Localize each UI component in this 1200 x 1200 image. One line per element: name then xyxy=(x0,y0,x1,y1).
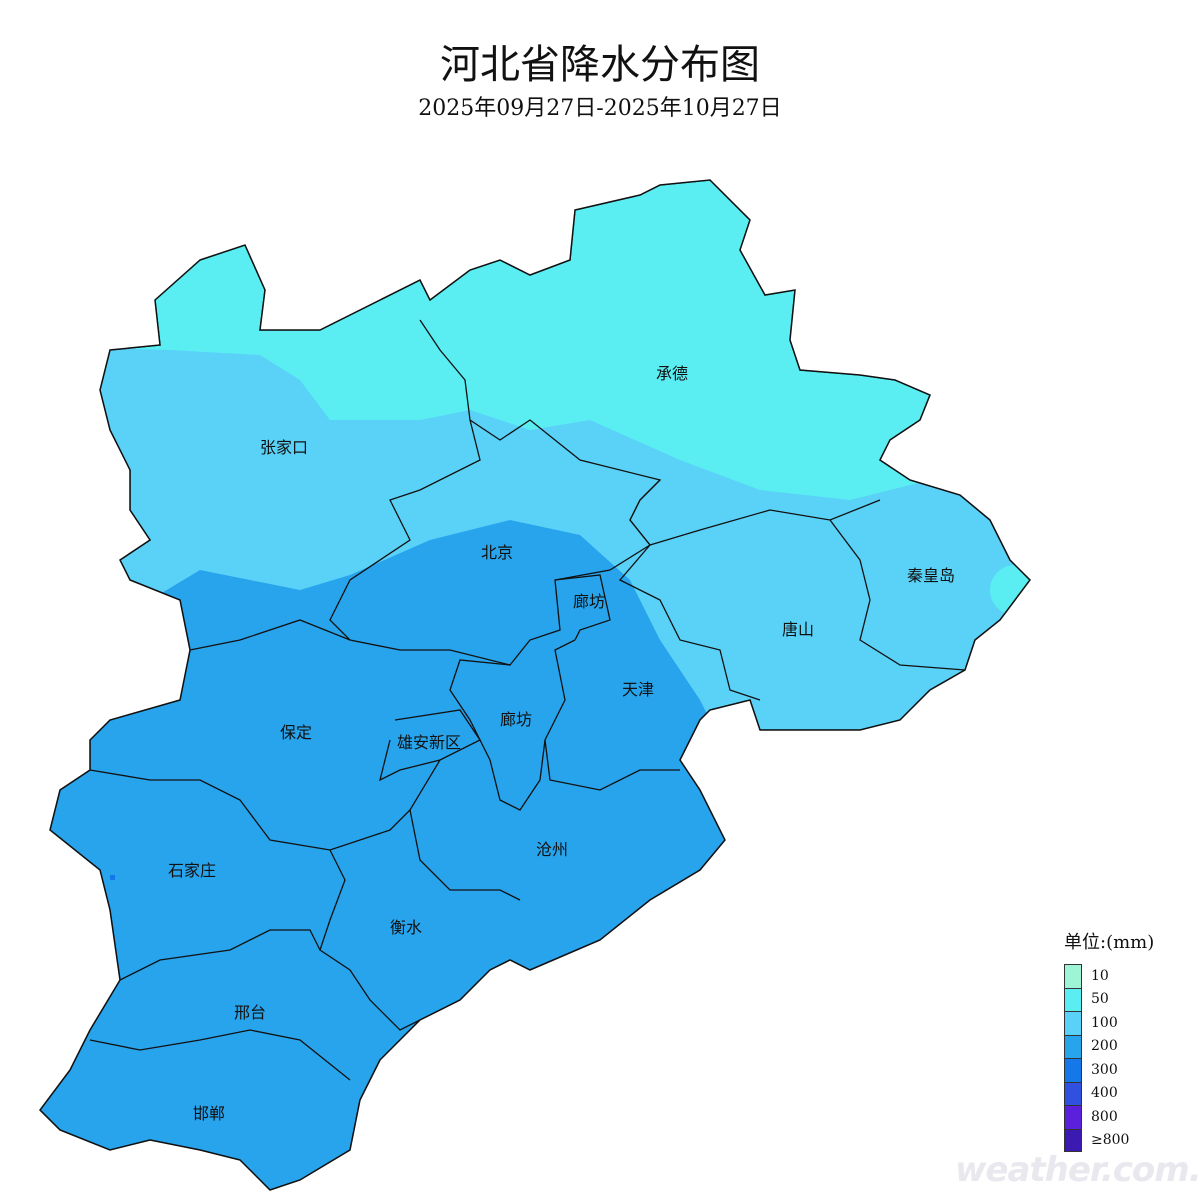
region-label-shijiazhuang[interactable]: 石家庄 xyxy=(167,861,217,880)
legend-swatch xyxy=(1064,987,1082,1011)
legend-label: 50 xyxy=(1091,991,1109,1008)
region-label-qinhuangdao[interactable]: 秦皇岛 xyxy=(906,566,956,585)
legend-item: ≥800 xyxy=(1064,1128,1154,1152)
legend-swatch xyxy=(1064,1011,1082,1035)
legend-swatch xyxy=(1064,1128,1082,1152)
station-marker xyxy=(110,875,115,880)
legend-item: 50 xyxy=(1064,987,1154,1011)
legend-item: 100 xyxy=(1064,1011,1154,1035)
region-boundaries xyxy=(40,180,1030,1190)
region-label-xiongan[interactable]: 雄安新区 xyxy=(396,733,462,752)
region-label-handan[interactable]: 邯郸 xyxy=(192,1104,226,1123)
region-label-hengshui[interactable]: 衡水 xyxy=(389,918,423,937)
legend-item: 800 xyxy=(1064,1105,1154,1129)
legend-swatch xyxy=(1064,1034,1082,1058)
map-title: 河北省降水分布图 xyxy=(440,42,760,88)
region-label-chengde[interactable]: 承德 xyxy=(655,364,689,383)
legend-label: 400 xyxy=(1091,1085,1118,1102)
watermark-logo: weather.com.cn xyxy=(955,1150,1200,1190)
legend-label: 100 xyxy=(1091,1014,1118,1031)
legend-item: 10 xyxy=(1064,964,1154,988)
region-label-cangzhou[interactable]: 沧州 xyxy=(535,840,569,859)
legend-swatch xyxy=(1064,964,1082,988)
date-range: 2025年09月27日-2025年10月27日 xyxy=(418,96,782,121)
legend-item: 300 xyxy=(1064,1058,1154,1082)
region-label-zhangjiakou[interactable]: 张家口 xyxy=(259,438,309,457)
legend: 单位:(mm) 10 50 100 200 300 400 800 ≥800 xyxy=(1064,928,1154,1152)
legend-title: 单位:(mm) xyxy=(1064,932,1155,953)
legend-swatch xyxy=(1064,1081,1082,1105)
legend-label: 200 xyxy=(1091,1038,1118,1055)
region-label-langfang-north[interactable]: 廊坊 xyxy=(572,592,606,611)
region-label-langfang[interactable]: 廊坊 xyxy=(499,710,533,729)
region-label-tianjin[interactable]: 天津 xyxy=(621,680,655,699)
legend-item: 200 xyxy=(1064,1034,1154,1058)
legend-label: 800 xyxy=(1091,1108,1118,1125)
region-label-tangshan[interactable]: 唐山 xyxy=(781,620,815,639)
legend-label: ≥800 xyxy=(1091,1132,1130,1149)
legend-swatch xyxy=(1064,1105,1082,1129)
legend-item: 400 xyxy=(1064,1081,1154,1105)
legend-label: 300 xyxy=(1091,1061,1118,1078)
region-label-beijing[interactable]: 北京 xyxy=(480,543,514,562)
region-label-baoding[interactable]: 保定 xyxy=(279,723,313,742)
zone-50-east xyxy=(990,565,1030,615)
region-label-xingtai[interactable]: 邢台 xyxy=(233,1003,267,1022)
province-outline xyxy=(39,179,1031,1191)
legend-swatch xyxy=(1064,1058,1082,1082)
legend-label: 10 xyxy=(1091,967,1109,984)
